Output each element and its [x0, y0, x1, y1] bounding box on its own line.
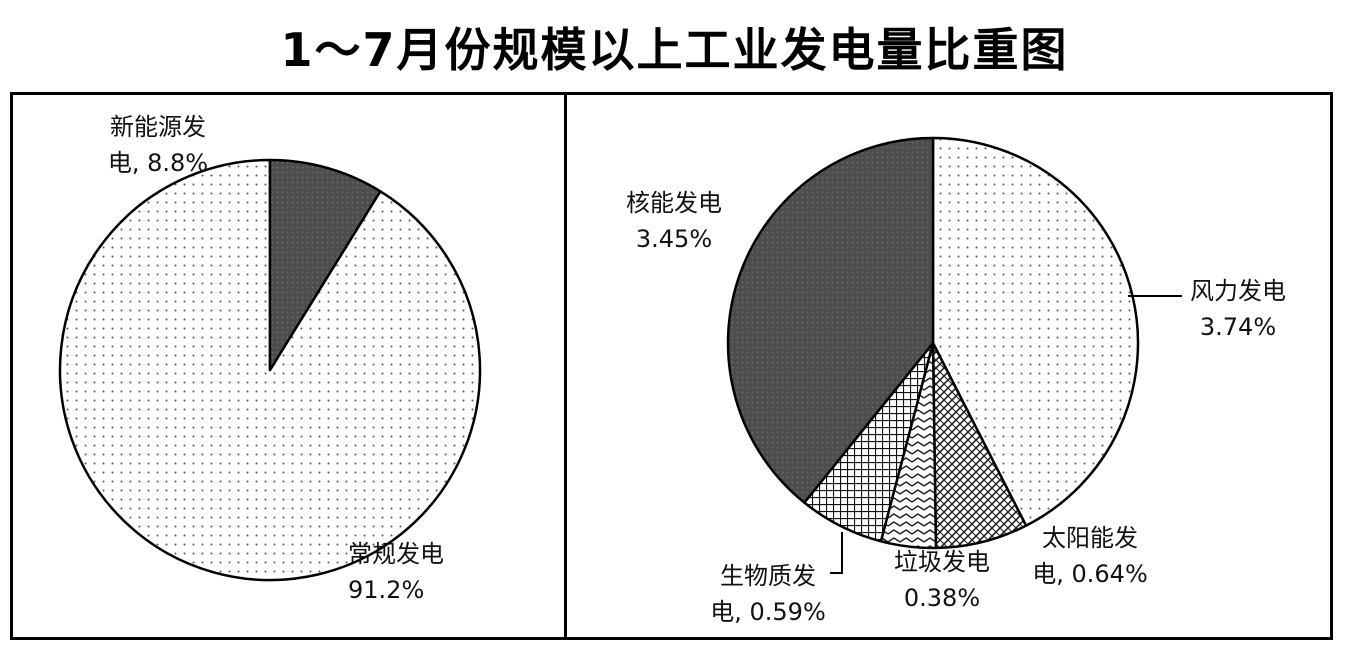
- pie2-label-4: 核能发电 3.45%: [626, 189, 722, 253]
- pie2-label-1: 太阳能发电, 0.64%: [1032, 524, 1148, 588]
- pie2-slice-4: [726, 136, 935, 504]
- pie2-leader-3: [830, 532, 843, 574]
- page-title: 1～7月份规模以上工业发电量比重图: [280, 23, 1069, 77]
- pie2-label-3: 生物质发电, 0.59%: [710, 562, 826, 626]
- new-energy-breakdown-panel: [564, 92, 1333, 640]
- pie1-label-1: 新能源发电, 8.8%: [108, 113, 208, 177]
- pie2-label-2: 垃圾发电 0.38%: [894, 548, 990, 612]
- pie1-slice-1: [268, 158, 382, 372]
- pie2-label-0: 风力发电 3.74%: [1190, 277, 1286, 341]
- pie1-label-0: 常规发电 91.2%: [348, 540, 444, 604]
